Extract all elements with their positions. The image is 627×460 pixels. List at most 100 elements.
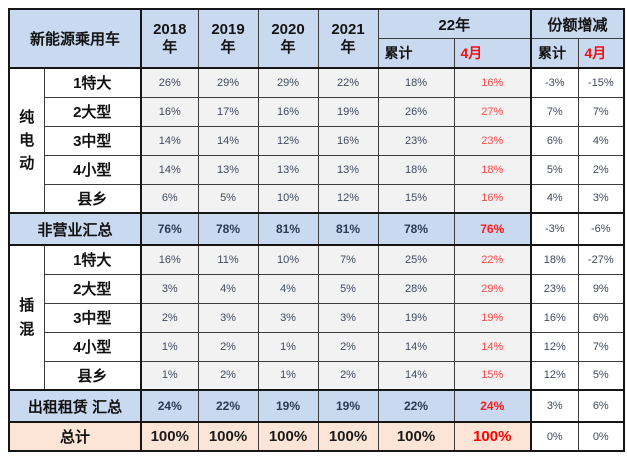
- cell-value: 100%: [197, 421, 259, 452]
- table-row-data: 4小型 14% 13% 13% 13% 18% 18% 5% 2%: [9, 154, 625, 185]
- cell-value: 14%: [377, 360, 455, 391]
- cell-value: 7%: [577, 331, 625, 362]
- cell-value: 2%: [577, 154, 625, 185]
- cell-value: 7%: [530, 96, 579, 127]
- cell-value: 15%: [377, 183, 455, 214]
- cell-value: 19%: [453, 302, 532, 333]
- table-row-data: 2大型 3% 4% 4% 5% 28% 29% 23% 9%: [9, 273, 625, 304]
- year-unit: 年: [280, 38, 296, 56]
- cell-value: 16%: [453, 67, 532, 98]
- cell-value: 6%: [577, 389, 625, 423]
- row-label: 4小型: [43, 154, 142, 185]
- cell-value: 6%: [530, 125, 579, 156]
- table-title: 新能源乘用车: [8, 8, 142, 69]
- row-label: 3中型: [43, 302, 142, 333]
- cell-value: 1%: [257, 331, 319, 362]
- table-row-data: 县乡 1% 2% 1% 2% 14% 15% 12% 5%: [9, 360, 625, 391]
- cell-value: 24%: [140, 389, 199, 423]
- cell-value: 12%: [317, 183, 379, 214]
- cell-value: 19%: [377, 302, 455, 333]
- cell-value: 10%: [257, 244, 319, 275]
- cell-value: 19%: [317, 389, 379, 423]
- cell-value: 22%: [197, 389, 259, 423]
- year-unit: 年: [162, 38, 178, 56]
- cell-value: 18%: [530, 244, 579, 275]
- cell-value: 26%: [140, 67, 199, 98]
- cell-value: 29%: [257, 67, 319, 98]
- cell-value: 6%: [577, 302, 625, 333]
- cell-value: 3%: [577, 183, 625, 214]
- cell-value: 100%: [453, 421, 532, 452]
- cell-value: -15%: [577, 67, 625, 98]
- cell-value: 2%: [140, 302, 199, 333]
- year-unit: 年: [220, 38, 236, 56]
- col-header-share-cumulative: 累计: [530, 38, 579, 69]
- cell-value: 100%: [377, 421, 455, 452]
- cell-value: -3%: [530, 212, 579, 246]
- cell-value: 100%: [140, 421, 199, 452]
- cell-value: 12%: [530, 331, 579, 362]
- row-label: 1特大: [43, 67, 142, 98]
- cell-value: 5%: [317, 273, 379, 304]
- cell-value: 19%: [317, 96, 379, 127]
- cell-value: 78%: [197, 212, 259, 246]
- cell-value: 16%: [317, 125, 379, 156]
- cell-value: 3%: [197, 302, 259, 333]
- col-group-22year: 22年: [377, 8, 532, 39]
- cell-value: 100%: [257, 421, 319, 452]
- cell-value: 3%: [530, 389, 579, 423]
- cell-value: 16%: [140, 96, 199, 127]
- cell-value: 23%: [377, 125, 455, 156]
- cell-value: 29%: [197, 67, 259, 98]
- cell-value: 14%: [140, 154, 199, 185]
- year-number: 2019: [211, 20, 245, 38]
- row-label: 3中型: [43, 125, 142, 156]
- col-header-share-april: 4月: [577, 38, 625, 69]
- cell-value: 3%: [140, 273, 199, 304]
- cell-value: 23%: [530, 273, 579, 304]
- col-header-2019: 2019 年: [197, 8, 259, 69]
- cell-value: 27%: [453, 96, 532, 127]
- table-row-data: 4小型 1% 2% 1% 2% 14% 14% 12% 7%: [9, 331, 625, 362]
- cell-value: 76%: [140, 212, 199, 246]
- cell-value: 16%: [530, 302, 579, 333]
- cell-value: 14%: [377, 331, 455, 362]
- cell-value: 13%: [317, 154, 379, 185]
- cell-value: 14%: [140, 125, 199, 156]
- cell-value: 13%: [197, 154, 259, 185]
- table-row-data: 2大型 16% 17% 16% 19% 26% 27% 7% 7%: [9, 96, 625, 127]
- cell-value: 4%: [530, 183, 579, 214]
- table-row-data: 3中型 14% 14% 12% 16% 23% 23% 6% 4%: [9, 125, 625, 156]
- cell-value: 81%: [317, 212, 379, 246]
- col-group-share-change: 份额增减: [530, 8, 625, 39]
- cell-value: 16%: [140, 244, 199, 275]
- cell-value: 2%: [317, 331, 379, 362]
- cell-value: 4%: [257, 273, 319, 304]
- cell-value: 9%: [577, 273, 625, 304]
- cell-value: 4%: [197, 273, 259, 304]
- cell-value: 18%: [377, 154, 455, 185]
- cell-value: 28%: [377, 273, 455, 304]
- cell-value: 29%: [453, 273, 532, 304]
- table-row-summary: 非营业汇总 76% 78% 81% 81% 78% 76% -3% -6%: [8, 212, 625, 246]
- cell-value: 6%: [140, 183, 199, 214]
- cell-value: 18%: [453, 154, 532, 185]
- cell-value: 0%: [530, 421, 579, 452]
- cell-value: 11%: [197, 244, 259, 275]
- cell-value: 100%: [317, 421, 379, 452]
- cell-value: 5%: [577, 360, 625, 391]
- cell-value: 7%: [577, 96, 625, 127]
- year-unit: 年: [340, 38, 356, 56]
- table-row-data: 纯电动 1特大 26% 29% 29% 22% 18% 16% -3% -15%: [8, 67, 625, 214]
- cell-value: 5%: [530, 154, 579, 185]
- cell-value: 19%: [257, 389, 319, 423]
- cell-value: -6%: [577, 212, 625, 246]
- row-label: 1特大: [43, 244, 142, 275]
- cell-value: 16%: [453, 183, 532, 214]
- table-row-total: 总计 100% 100% 100% 100% 100% 100% 0% 0%: [8, 421, 625, 452]
- cell-value: 25%: [377, 244, 455, 275]
- cell-value: 1%: [140, 360, 199, 391]
- table-row-summary: 出租租赁 汇总 24% 22% 19% 19% 22% 24% 3% 6%: [8, 389, 625, 423]
- cell-value: 1%: [257, 360, 319, 391]
- cell-value: 15%: [453, 360, 532, 391]
